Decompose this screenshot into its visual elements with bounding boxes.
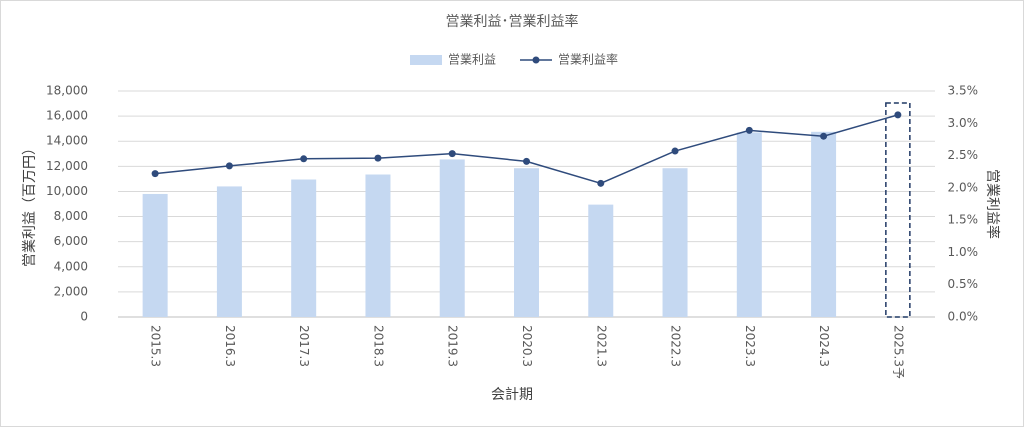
y2-tick-label: 3.0%: [948, 116, 979, 130]
line-point: [374, 154, 382, 162]
line-point: [820, 132, 828, 140]
line-point: [225, 162, 233, 170]
bar: [142, 193, 168, 317]
bar: [588, 204, 614, 317]
y2-tick-label: 1.5%: [948, 213, 979, 227]
bar: [514, 168, 539, 317]
bar: [291, 179, 317, 317]
x-tick-label: 2021.3: [594, 325, 608, 367]
x-axis-title: 会計期: [491, 387, 533, 403]
y2-axis-title: 営業利益率: [984, 169, 1001, 239]
x-tick-label: 2024.3: [817, 325, 831, 367]
legend-swatch: [410, 55, 442, 65]
y2-tick-label: 3.5%: [948, 84, 979, 98]
x-tick-label: 2016.3: [223, 325, 237, 367]
y-tick-label: 16,000: [46, 109, 88, 123]
y-tick-label: 12,000: [46, 159, 88, 173]
line-point: [671, 147, 679, 155]
y2-tick-label: 1.0%: [948, 245, 979, 259]
bar: [736, 132, 762, 317]
y2-tick-label: 0.0%: [948, 310, 979, 324]
bar: [811, 131, 837, 317]
chart-title: 営業利益･営業利益率: [446, 13, 579, 30]
y2-tick-label: 0.5%: [948, 277, 979, 291]
y-tick-label: 18,000: [46, 84, 88, 98]
y-tick-label: 8,000: [54, 209, 88, 223]
x-tick-label: 2023.3: [743, 325, 757, 367]
y-tick-label: 6,000: [54, 234, 88, 248]
y-axis-title: 営業利益（百万円）: [22, 141, 38, 267]
line-point: [300, 155, 308, 163]
forecast-box: [885, 102, 911, 318]
line-point: [745, 126, 753, 134]
x-tick-label: 2017.3: [297, 325, 311, 367]
y-tick-label: 14,000: [46, 134, 88, 148]
bar: [662, 168, 688, 317]
x-tick-label: 2015.3: [149, 325, 163, 367]
line-point: [448, 150, 456, 158]
legend-label: 営業利益: [448, 53, 496, 67]
y-tick-label: 10,000: [46, 184, 88, 198]
y-tick-label: 2,000: [54, 284, 88, 298]
bar: [365, 174, 391, 317]
bar: [439, 159, 465, 317]
line-point: [597, 179, 605, 187]
legend-swatch: [532, 56, 540, 64]
legend-label: 営業利益率: [558, 52, 618, 67]
line-point: [151, 170, 159, 178]
x-tick-label: 2025.3予: [891, 325, 905, 379]
x-tick-label: 2018.3: [371, 325, 385, 367]
x-tick-label: 2019.3: [446, 325, 460, 367]
bar: [216, 186, 242, 317]
y2-tick-label: 2.5%: [948, 148, 979, 162]
y2-tick-label: 2.0%: [948, 180, 979, 194]
y-tick-label: 0: [80, 310, 88, 324]
x-tick-label: 2020.3: [520, 325, 534, 367]
y-tick-label: 4,000: [54, 259, 88, 273]
x-tick-label: 2022.3: [669, 325, 683, 367]
line-point: [523, 157, 530, 165]
line-point: [894, 111, 902, 119]
